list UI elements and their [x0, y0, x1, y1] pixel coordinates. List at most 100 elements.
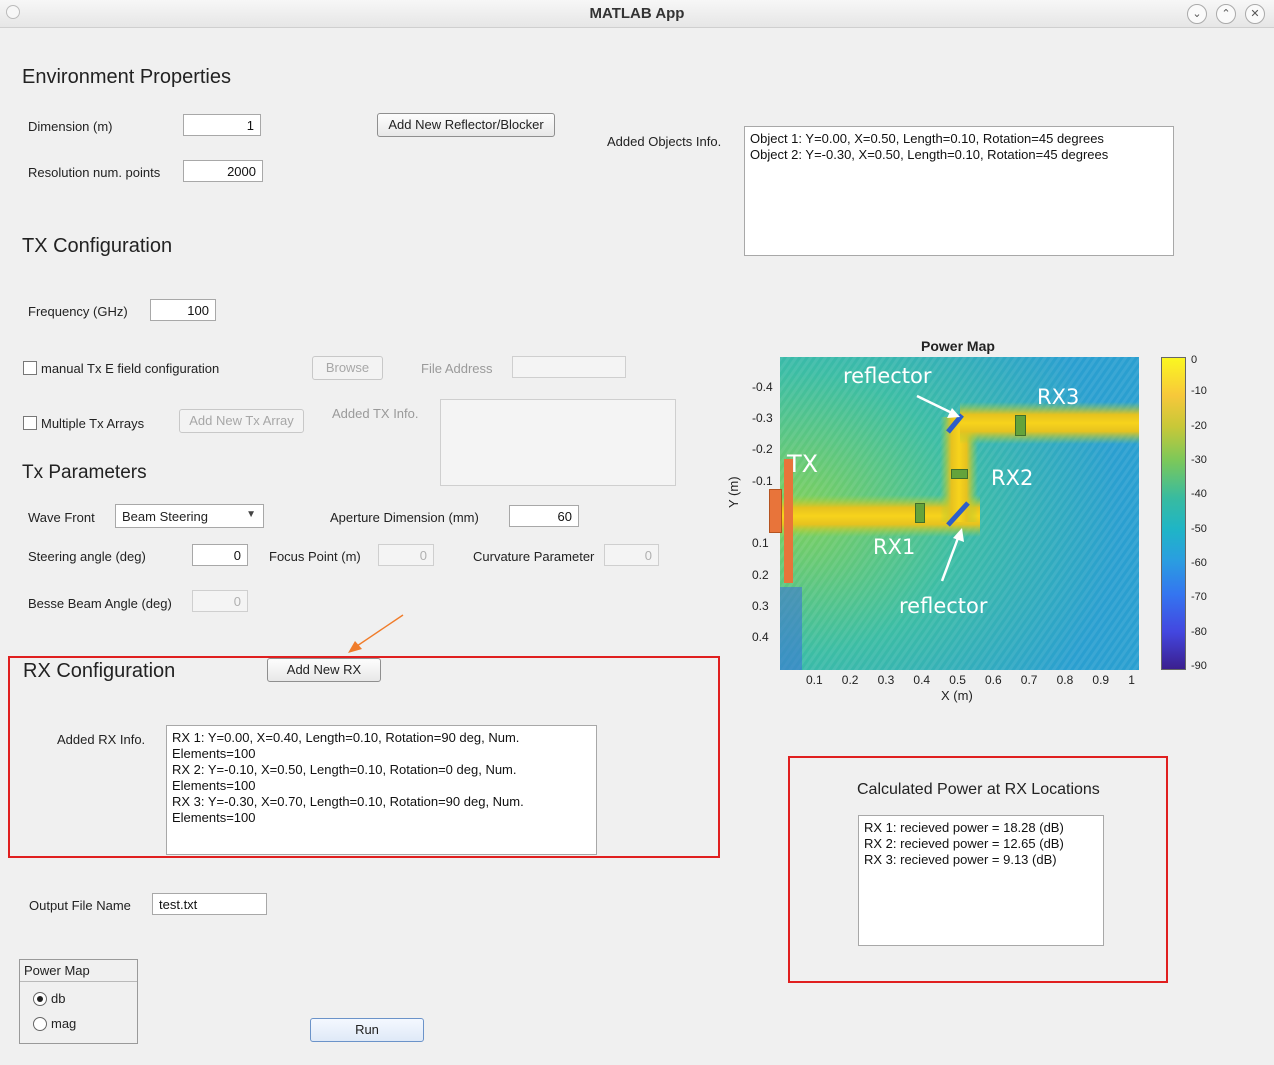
resolution-label: Resolution num. points [28, 165, 161, 180]
rx-info-line: Elements=100 [172, 746, 256, 761]
add-tx-array-button[interactable]: Add New Tx Array [179, 409, 304, 433]
y-tick-label: -0.3 [752, 411, 773, 425]
rx2-marker [951, 469, 968, 479]
colorbar-tick-label: -60 [1191, 557, 1207, 569]
y-tick-label: 0.2 [752, 568, 769, 582]
colorbar-tick-label: -10 [1191, 385, 1207, 398]
minimize-icon[interactable]: ⌄ [1187, 4, 1207, 24]
wavefront-value: Beam Steering [122, 509, 208, 524]
colorbar-tick-label: -90 [1191, 660, 1207, 672]
x-tick-label: 0.3 [877, 673, 895, 687]
aperture-field[interactable]: 60 [509, 505, 579, 527]
highlight-arrow-icon [348, 614, 404, 653]
colorbar-tick-label: -70 [1191, 591, 1207, 604]
rx-info-line: RX 3: Y=-0.30, X=0.70, Length=0.10, Rota… [172, 794, 524, 809]
added-tx-label: Added TX Info. [332, 406, 419, 421]
focus-label: Focus Point (m) [269, 549, 361, 564]
rx3-annotation: RX3 [1037, 385, 1080, 409]
y-tick-label: -0.1 [752, 474, 773, 488]
window-menu-icon[interactable] [6, 5, 20, 19]
add-rx-button[interactable]: Add New RX [267, 658, 381, 682]
title-bar: MATLAB App ⌄ ⌃ ✕ [0, 0, 1274, 28]
added-objects-label: Added Objects Info. [607, 134, 722, 149]
manual-tx-label: manual Tx E field configuration [41, 361, 220, 376]
colorbar-tick-label: -20 [1191, 419, 1207, 432]
manual-tx-checkbox[interactable] [23, 361, 37, 375]
rx1-annotation: RX1 [873, 535, 916, 559]
rx3-marker [1015, 415, 1026, 436]
run-button[interactable]: Run [310, 1018, 424, 1042]
wavefront-dropdown[interactable]: Beam Steering ▼ [115, 504, 264, 528]
file-address-field[interactable] [512, 356, 626, 378]
added-rx-textarea[interactable]: RX 1: Y=0.00, X=0.40, Length=0.10, Rotat… [166, 725, 597, 855]
steering-field[interactable]: 0 [192, 544, 248, 566]
x-tick-label: 0.4 [913, 673, 931, 687]
db-radio[interactable] [33, 992, 47, 1006]
focus-field[interactable]: 0 [378, 544, 434, 566]
y-tick-label: 0.3 [752, 599, 769, 613]
rx-heading: RX Configuration [23, 660, 176, 682]
reflector-top-annotation: reflector [843, 364, 932, 388]
add-reflector-button[interactable]: Add New Reflector/Blocker [377, 113, 555, 137]
rx-info-line: RX 2: Y=-0.10, X=0.50, Length=0.10, Rota… [172, 762, 517, 777]
added-object-line: Object 1: Y=0.00, X=0.50, Length=0.10, R… [750, 131, 1104, 146]
calc-power-textarea[interactable]: RX 1: recieved power = 18.28 (dB) RX 2: … [858, 815, 1104, 946]
colorbar-tick-label: -50 [1191, 522, 1207, 535]
added-object-line: Object 2: Y=-0.30, X=0.50, Length=0.10, … [750, 147, 1109, 162]
tx-source-marker [769, 489, 782, 533]
dimension-label: Dimension (m) [28, 119, 113, 134]
calc-heading: Calculated Power at RX Locations [857, 781, 1100, 798]
x-tick-label: 1 [1128, 673, 1135, 687]
maximize-icon[interactable]: ⌃ [1216, 4, 1236, 24]
calc-line: RX 2: recieved power = 12.65 (dB) [864, 836, 1064, 851]
y-axis-label: Y (m) [726, 476, 741, 508]
colorbar [1161, 357, 1186, 670]
output-file-label: Output File Name [29, 898, 131, 913]
added-rx-label: Added RX Info. [57, 732, 146, 747]
wavefront-label: Wave Front [28, 510, 95, 525]
colorbar-tick-label: -30 [1191, 454, 1207, 466]
power-map-group: Power Map db mag [19, 959, 138, 1044]
y-tick-label: -0.4 [752, 380, 773, 394]
bessel-field[interactable]: 0 [192, 590, 248, 612]
env-heading: Environment Properties [22, 66, 231, 88]
mag-radio[interactable] [33, 1017, 47, 1031]
rx-info-line: RX 1: Y=0.00, X=0.40, Length=0.10, Rotat… [172, 730, 520, 745]
frequency-label: Frequency (GHz) [28, 304, 128, 319]
rx2-annotation: RX2 [991, 466, 1034, 490]
rx-highlight-box [8, 656, 720, 858]
colorbar-tick-label: -80 [1191, 625, 1207, 638]
colorbar-tick-label: -40 [1191, 488, 1207, 501]
chevron-down-icon: ▼ [246, 509, 256, 520]
added-objects-textarea[interactable]: Object 1: Y=0.00, X=0.50, Length=0.10, R… [744, 126, 1174, 256]
added-tx-textarea[interactable] [440, 399, 676, 486]
y-tick-label: 0.1 [752, 536, 769, 550]
steering-label: Steering angle (deg) [28, 549, 146, 564]
x-tick-label: 0.6 [985, 673, 1002, 687]
close-icon[interactable]: ✕ [1245, 4, 1265, 24]
tx-heading: TX Configuration [22, 235, 173, 257]
x-tick-label: 0.8 [1056, 673, 1074, 687]
tx-params-heading: Tx Parameters [22, 462, 147, 483]
annotation-arrows-icon [916, 394, 964, 582]
frequency-field[interactable]: 100 [150, 299, 216, 321]
curvature-field[interactable]: 0 [604, 544, 659, 566]
multiple-tx-checkbox[interactable] [23, 416, 37, 430]
curvature-label: Curvature Parameter [473, 549, 595, 564]
db-radio-label: db [51, 991, 66, 1006]
dimension-field[interactable]: 1 [183, 114, 261, 136]
window-title: MATLAB App [589, 5, 685, 22]
y-tick-label: 0.4 [752, 630, 769, 644]
output-file-field[interactable]: test.txt [152, 893, 267, 915]
x-axis-label: X (m) [941, 688, 973, 703]
calc-line: RX 1: recieved power = 18.28 (dB) [864, 820, 1064, 835]
tx-annotation: TX [787, 450, 819, 478]
bessel-label: Besse Beam Angle (deg) [28, 596, 172, 611]
aperture-label: Aperture Dimension (mm) [330, 510, 479, 525]
resolution-field[interactable]: 2000 [183, 160, 263, 182]
rx-info-line: Elements=100 [172, 810, 256, 825]
browse-button[interactable]: Browse [312, 356, 383, 380]
x-tick-label: 0.5 [949, 673, 966, 687]
rx1-marker [915, 503, 925, 523]
x-tick-label: 0.1 [806, 673, 823, 687]
